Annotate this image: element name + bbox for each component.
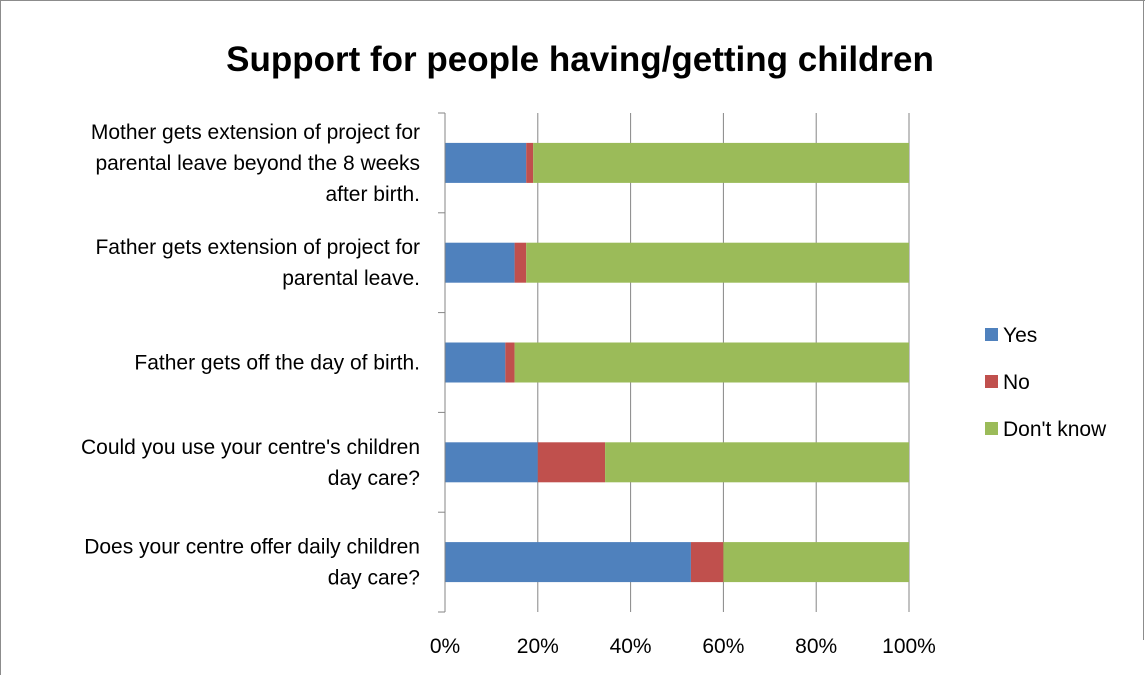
category-labels: Mother gets extension of project for pare… [81,121,420,590]
bar-segment-no [526,142,534,183]
bar-segment-don-t-know [514,342,909,383]
axes [438,112,446,613]
bar-segment-no [690,542,724,583]
bars [445,142,909,583]
bar-segment-yes [445,342,506,383]
legend-label: Don't know [1003,418,1107,441]
bar-segment-yes [445,442,538,483]
bar-segment-don-t-know [605,442,909,483]
legend-swatch [985,328,998,341]
legend-swatch [985,422,998,435]
bar-segment-yes [445,542,691,583]
bar-segment-yes [445,142,527,183]
x-tick-label: 20% [517,635,559,658]
bar-segment-no [514,242,527,283]
legend-label: Yes [1003,324,1037,347]
bar-segment-yes [445,242,515,283]
x-tick-label: 40% [610,635,652,658]
chart-title: Support for people having/getting childr… [226,40,934,79]
category-label: Father gets off the day of birth. [134,352,420,375]
category-label: Father gets extension of project for pare… [95,236,420,290]
x-tick-label: 60% [702,635,744,658]
bar-segment-no [537,442,606,483]
bar-segment-don-t-know [723,542,909,583]
legend: Yes No Don't know [985,324,1107,441]
category-label: Could you use your centre's children day … [81,436,420,490]
bar-segment-no [505,342,515,383]
x-tick-label: 80% [795,635,837,658]
x-tick-label: 100% [882,635,936,658]
category-label: Mother gets extension of project for pare… [91,121,420,206]
legend-label: No [1003,371,1030,394]
legend-swatch [985,375,998,388]
category-label: Does your centre offer daily children day… [84,536,420,590]
bar-segment-don-t-know [526,242,909,283]
x-tick-label: 0% [430,635,460,658]
x-tick-labels: 0% 20% 40% 60% 80% 100% [430,635,936,658]
bar-segment-don-t-know [533,142,909,183]
chart-frame-right-edge [1143,0,1144,640]
